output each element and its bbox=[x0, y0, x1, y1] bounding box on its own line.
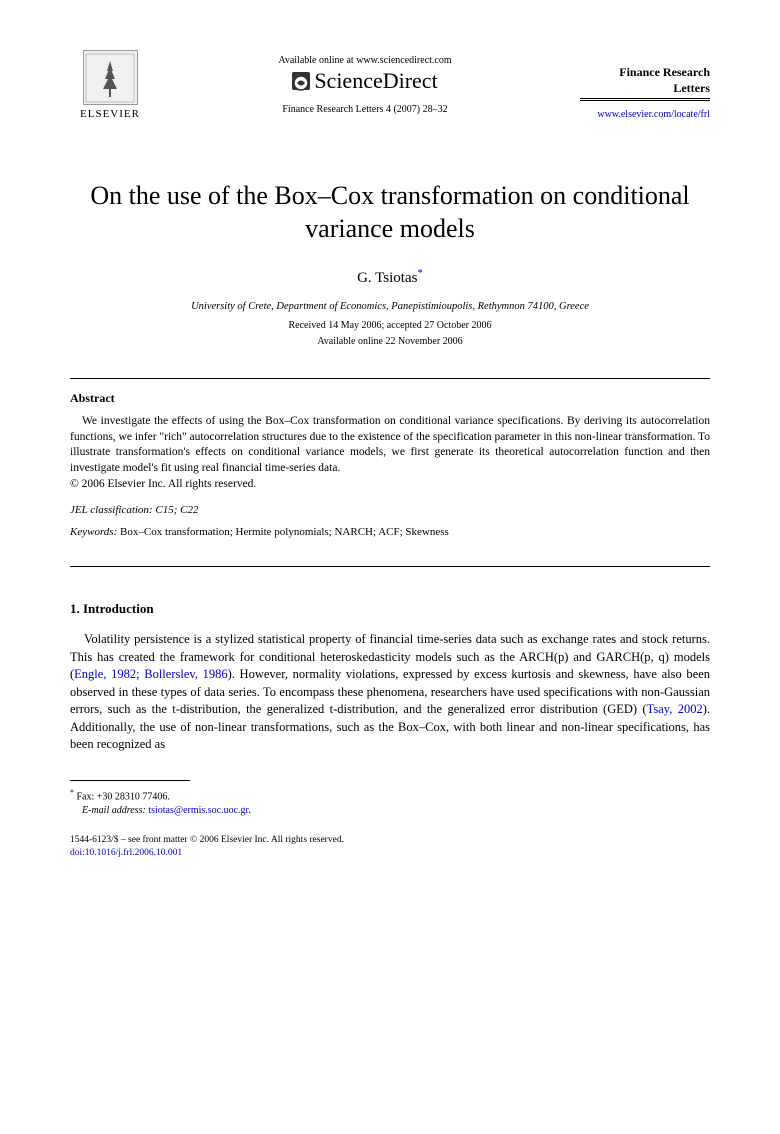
citation-tsay[interactable]: Tsay, 2002 bbox=[647, 702, 703, 716]
affiliation: University of Crete, Department of Econo… bbox=[70, 301, 710, 312]
header-divider bbox=[580, 98, 710, 101]
email-label: E-mail address: bbox=[82, 805, 146, 816]
jel-codes: C15; C22 bbox=[155, 504, 198, 516]
author-marker[interactable]: * bbox=[417, 267, 423, 279]
author-name: G. Tsiotas bbox=[357, 270, 417, 286]
elsevier-tree-icon bbox=[83, 50, 138, 105]
footnote-marker: * bbox=[70, 788, 74, 797]
journal-name-side: Finance Research Letters bbox=[580, 65, 710, 96]
journal-reference: Finance Research Letters 4 (2007) 28–32 bbox=[150, 104, 580, 115]
footnote-fax: Fax: +30 28310 77406. bbox=[77, 791, 170, 802]
platform-name: ScienceDirect bbox=[150, 68, 580, 94]
keywords-label: Keywords: bbox=[70, 526, 117, 538]
sciencedirect-icon bbox=[292, 72, 310, 90]
publisher-logo: ELSEVIER bbox=[70, 50, 150, 120]
abstract-copyright: © 2006 Elsevier Inc. All rights reserved… bbox=[70, 478, 710, 490]
page-header: ELSEVIER Available online at www.science… bbox=[70, 50, 710, 120]
intro-paragraph-1: Volatility persistence is a stylized sta… bbox=[70, 631, 710, 754]
abstract-body: We investigate the effects of using the … bbox=[70, 414, 710, 476]
locate-link[interactable]: www.elsevier.com/locate/frl bbox=[580, 109, 710, 120]
received-accepted-date: Received 14 May 2006; accepted 27 Octobe… bbox=[70, 318, 710, 334]
publisher-name: ELSEVIER bbox=[80, 108, 140, 120]
abstract-top-rule bbox=[70, 378, 710, 379]
author-email[interactable]: tsiotas@ermis.soc.uoc.gr bbox=[148, 805, 248, 816]
corresponding-footnote: * Fax: +30 28310 77406. E-mail address: … bbox=[70, 787, 710, 818]
article-dates: Received 14 May 2006; accepted 27 Octobe… bbox=[70, 318, 710, 350]
page-footer: 1544-6123/$ – see front matter © 2006 El… bbox=[70, 834, 710, 861]
author-line: G. Tsiotas* bbox=[70, 267, 710, 287]
right-header: Finance Research Letters www.elsevier.co… bbox=[580, 50, 710, 120]
abstract-heading: Abstract bbox=[70, 391, 710, 406]
online-date: Available online 22 November 2006 bbox=[70, 334, 710, 350]
keywords-line: Keywords: Box–Cox transformation; Hermit… bbox=[70, 526, 710, 538]
footnote-rule bbox=[70, 780, 190, 781]
center-header: Available online at www.sciencedirect.co… bbox=[150, 50, 580, 115]
abstract-bottom-rule bbox=[70, 566, 710, 567]
available-online-text: Available online at www.sciencedirect.co… bbox=[150, 55, 580, 66]
keywords-value: Box–Cox transformation; Hermite polynomi… bbox=[120, 526, 449, 538]
platform-name-text: ScienceDirect bbox=[314, 68, 437, 94]
section-heading-introduction: 1. Introduction bbox=[70, 601, 710, 617]
article-title: On the use of the Box–Cox transformation… bbox=[70, 180, 710, 245]
citation-engle-bollerslev[interactable]: Engle, 1982; Bollerslev, 1986 bbox=[74, 667, 227, 681]
jel-classification: JEL classification: C15; C22 bbox=[70, 504, 710, 516]
issn-copyright-line: 1544-6123/$ – see front matter © 2006 El… bbox=[70, 834, 710, 847]
jel-label: JEL classification: bbox=[70, 504, 153, 516]
doi-link[interactable]: doi:10.1016/j.frl.2006.10.001 bbox=[70, 847, 710, 860]
